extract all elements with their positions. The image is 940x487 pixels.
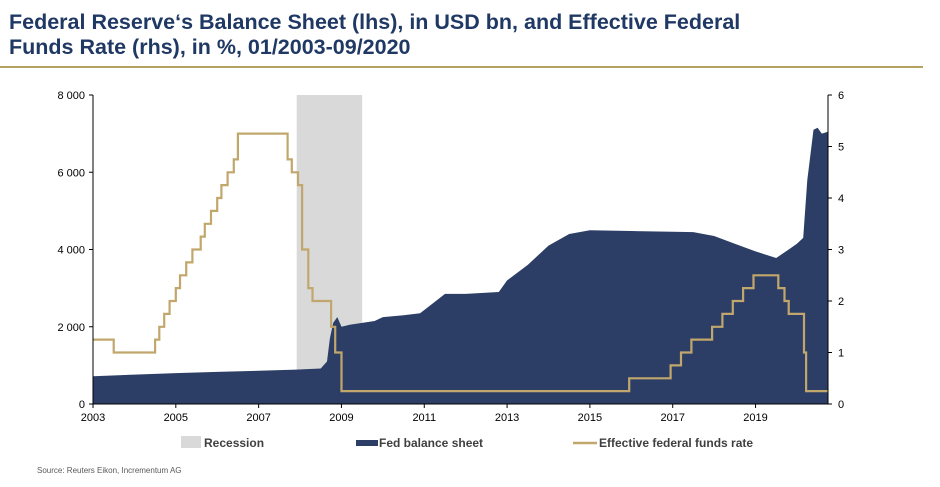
x-axis-tick-label: 2017 xyxy=(660,412,684,424)
legend-label-fed-funds: Effective federal funds rate xyxy=(599,436,753,450)
left-axis-tick-label: 6 000 xyxy=(57,167,85,179)
right-axis-tick-label: 5 xyxy=(838,142,844,154)
x-axis-tick-label: 2003 xyxy=(81,412,105,424)
chart-title-line-1: Federal Reserve‘s Balance Sheet (lhs), i… xyxy=(9,10,741,34)
legend-label-recession: Recession xyxy=(204,436,264,450)
left-axis-tick-label: 4 000 xyxy=(57,245,85,257)
chart-title-line-2: Funds Rate (rhs), in %, 01/2003-09/2020 xyxy=(9,35,411,59)
right-axis-tick-label: 4 xyxy=(838,193,844,205)
x-axis-tick-label: 2005 xyxy=(164,412,188,424)
right-axis-tick-label: 6 xyxy=(838,90,844,102)
balance-sheet-area xyxy=(93,127,828,405)
right-axis-tick-label: 3 xyxy=(838,245,844,257)
right-axis-tick-label: 1 xyxy=(838,348,844,360)
x-axis-tick-label: 2007 xyxy=(246,412,270,424)
source-note: Source: Reuters Eikon, Incrementum AG xyxy=(37,466,182,475)
title-divider xyxy=(0,66,923,68)
x-axis-tick-label: 2019 xyxy=(743,412,767,424)
left-axis-tick-label: 0 xyxy=(79,399,85,411)
right-axis-tick-label: 2 xyxy=(838,296,844,308)
fed-funds-rate-line xyxy=(93,132,828,393)
x-axis-tick-label: 2009 xyxy=(329,412,353,424)
legend-swatch-recession xyxy=(181,436,201,448)
x-axis-tick-label: 2013 xyxy=(495,412,519,424)
left-axis-tick-label: 2 000 xyxy=(57,322,85,334)
x-axis-tick-label: 2015 xyxy=(578,412,602,424)
left-axis-tick-label: 8 000 xyxy=(57,90,85,102)
legend-label-balance-sheet: Fed balance sheet xyxy=(379,436,483,450)
right-axis-tick-label: 0 xyxy=(838,399,844,411)
chart-title: Federal Reserve‘s Balance Sheet (lhs), i… xyxy=(9,10,929,60)
x-axis-tick-label: 2011 xyxy=(412,412,436,424)
legend-swatch-balance-sheet xyxy=(356,440,378,446)
